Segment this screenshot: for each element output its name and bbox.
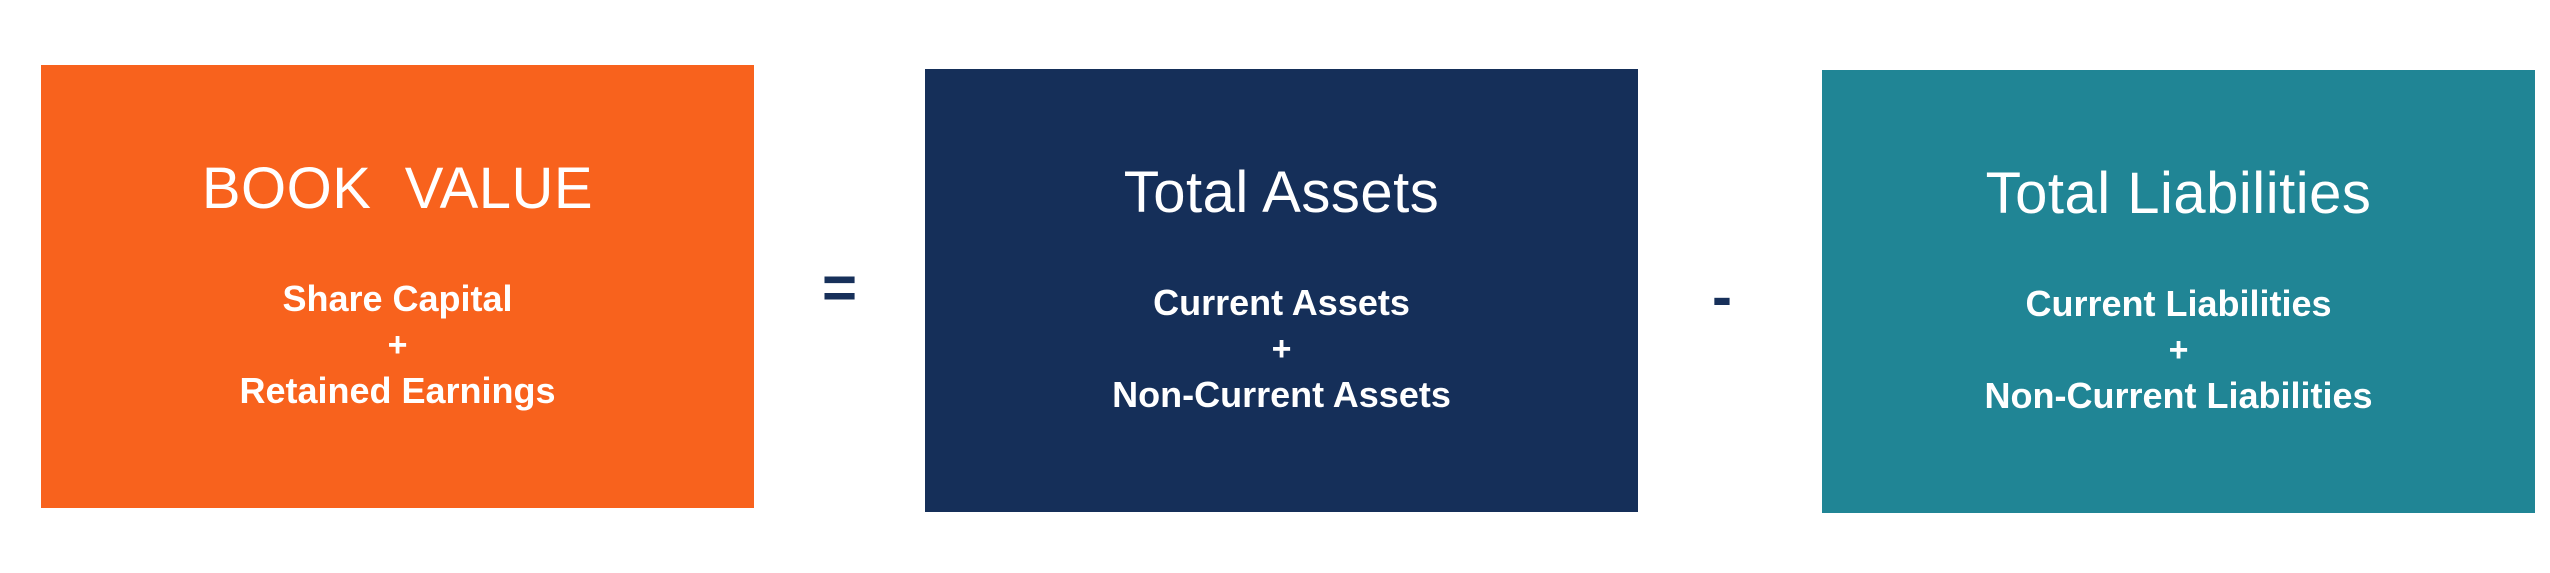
equals-sign: = [822, 254, 858, 321]
total-liabilities-title: Total Liabilities [1985, 161, 2372, 226]
non-current-liabilities-label: Non-Current Liabilities [1984, 375, 2373, 416]
total-assets-plus: + [1271, 330, 1292, 368]
book-value-title: BOOK VALUE [201, 156, 594, 221]
book-value-components: Share Capital + Retained Earnings [239, 276, 555, 414]
book-value-box: BOOK VALUE Share Capital + Retained Earn… [41, 65, 754, 508]
total-liabilities-components: Current Liabilities + Non-Current Liabil… [1984, 281, 2372, 419]
minus-sign: - [1712, 263, 1732, 330]
total-assets-title: Total Assets [1123, 160, 1440, 225]
retained-earnings-label: Retained Earnings [239, 370, 556, 411]
book-value-plus: + [387, 326, 408, 364]
total-liabilities-box: Total Liabilities Current Liabilities + … [1822, 70, 2535, 513]
share-capital-label: Share Capital [282, 278, 513, 319]
non-current-assets-label: Non-Current Assets [1112, 374, 1451, 415]
total-liabilities-plus: + [2168, 331, 2189, 369]
total-assets-box: Total Assets Current Assets + Non-Curren… [925, 69, 1638, 512]
total-assets-components: Current Assets + Non-Current Assets [1112, 280, 1451, 418]
current-assets-label: Current Assets [1153, 282, 1410, 323]
current-liabilities-label: Current Liabilities [2025, 283, 2332, 324]
